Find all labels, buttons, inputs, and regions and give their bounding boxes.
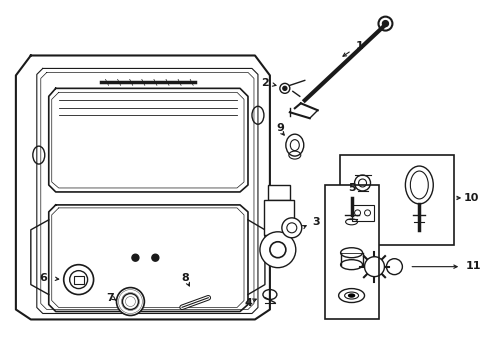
- Bar: [264, 200, 293, 235]
- Circle shape: [282, 86, 286, 90]
- Text: 9: 9: [275, 123, 283, 133]
- Text: 7: 7: [106, 293, 114, 302]
- Text: 4: 4: [244, 297, 251, 307]
- Text: 11: 11: [465, 261, 480, 271]
- Bar: [351, 205, 373, 221]
- Bar: [324, 185, 379, 319]
- Bar: [339, 155, 453, 245]
- Text: 5: 5: [347, 183, 355, 193]
- Bar: [267, 185, 289, 200]
- Circle shape: [122, 293, 138, 310]
- Text: 6: 6: [39, 273, 47, 283]
- Circle shape: [382, 21, 387, 27]
- Circle shape: [269, 242, 285, 258]
- Text: 2: 2: [261, 78, 268, 88]
- Text: 10: 10: [463, 193, 478, 203]
- Circle shape: [63, 265, 93, 294]
- Bar: [74, 276, 83, 284]
- Circle shape: [69, 271, 87, 289]
- Ellipse shape: [348, 294, 354, 297]
- Circle shape: [116, 288, 144, 315]
- Circle shape: [260, 232, 295, 268]
- Text: 8: 8: [181, 273, 189, 283]
- Text: 3: 3: [311, 217, 319, 227]
- Circle shape: [281, 218, 301, 238]
- Text: 1: 1: [355, 41, 363, 50]
- Circle shape: [132, 254, 139, 261]
- Circle shape: [152, 254, 159, 261]
- Circle shape: [286, 223, 296, 233]
